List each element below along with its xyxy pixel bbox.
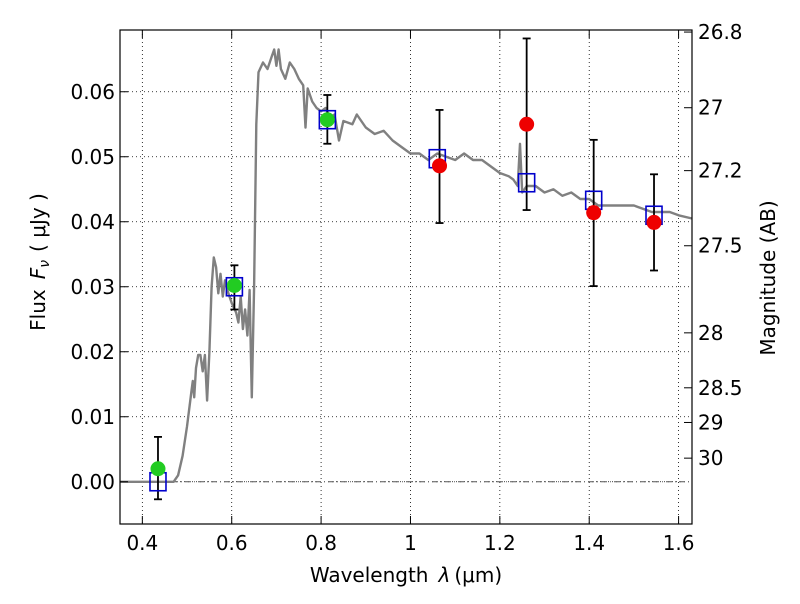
y2-tick-label: 28.5 <box>698 376 743 400</box>
x-axis-label-unit: (μm) <box>454 563 502 587</box>
observed-flux-point <box>586 205 602 221</box>
observed-flux-point <box>432 158 448 174</box>
y-axis-label-prefix: Flux <box>26 289 50 331</box>
x-tick-label: 1.2 <box>484 531 516 555</box>
model-spectrum <box>120 48 693 483</box>
x-tick-label: 1.6 <box>663 531 695 555</box>
x-tick-label: 1.4 <box>573 531 605 555</box>
x-tick-label: 1 <box>404 531 417 555</box>
x-tick-label: 0.6 <box>216 531 248 555</box>
y2-tick-label: 28 <box>698 321 723 345</box>
y-tick-label: 0.04 <box>70 210 115 234</box>
x-tick-label: 0.4 <box>126 531 158 555</box>
observed-flux-point <box>226 277 242 293</box>
y-axis-label: Flux Fν ( μJy ) <box>26 193 53 331</box>
y-tick-label: 0.06 <box>70 80 115 104</box>
y-tick-label: 0.05 <box>70 145 115 169</box>
y2-axis-ticks: 26.8 27 27.2 27.5 28 28.5 29 30 <box>684 20 743 470</box>
plot-frame <box>119 29 693 525</box>
x-axis-ticks: 0.4 0.6 0.8 1 1.2 1.4 1.6 <box>126 30 695 555</box>
y-tick-label: 0.01 <box>70 405 115 429</box>
model-band-square <box>225 276 244 297</box>
x-tick-label: 0.8 <box>305 531 337 555</box>
y2-tick-label: 29 <box>698 410 723 434</box>
y-tick-label: 0.00 <box>70 470 115 494</box>
y-axis-ticks: 0.00 0.01 0.02 0.03 0.04 0.05 0.06 <box>70 80 128 494</box>
observed-flux-point <box>646 214 662 230</box>
model-band-square <box>318 109 337 130</box>
y2-tick-label: 30 <box>698 446 723 470</box>
model-band-square <box>517 172 536 193</box>
observed-fluxes <box>150 112 662 477</box>
x-axis-label-prefix: Wavelength <box>310 563 429 587</box>
x-axis-label: Wavelength λ (μm) <box>310 563 502 587</box>
y2-tick-label: 26.8 <box>698 20 743 44</box>
model-spectrum-line <box>120 48 693 483</box>
y2-tick-label: 27.2 <box>698 159 743 183</box>
y2-axis-label: Magnitude (AB) <box>756 200 780 355</box>
y2-tick-label: 27 <box>698 96 723 120</box>
observed-flux-point <box>319 112 335 128</box>
observed-flux-point <box>519 116 535 132</box>
x-axis-label-symbol: λ <box>438 563 451 587</box>
y-tick-label: 0.02 <box>70 340 115 364</box>
y2-tick-label: 27.5 <box>698 234 743 258</box>
plot-background <box>120 30 692 524</box>
y-tick-label: 0.03 <box>70 275 115 299</box>
y-axis-label-symbol: F <box>26 267 50 279</box>
observed-flux-point <box>150 461 166 477</box>
y-axis-label-subscript: ν <box>37 260 53 268</box>
y-axis-label-unit: ( μJy ) <box>26 193 50 252</box>
